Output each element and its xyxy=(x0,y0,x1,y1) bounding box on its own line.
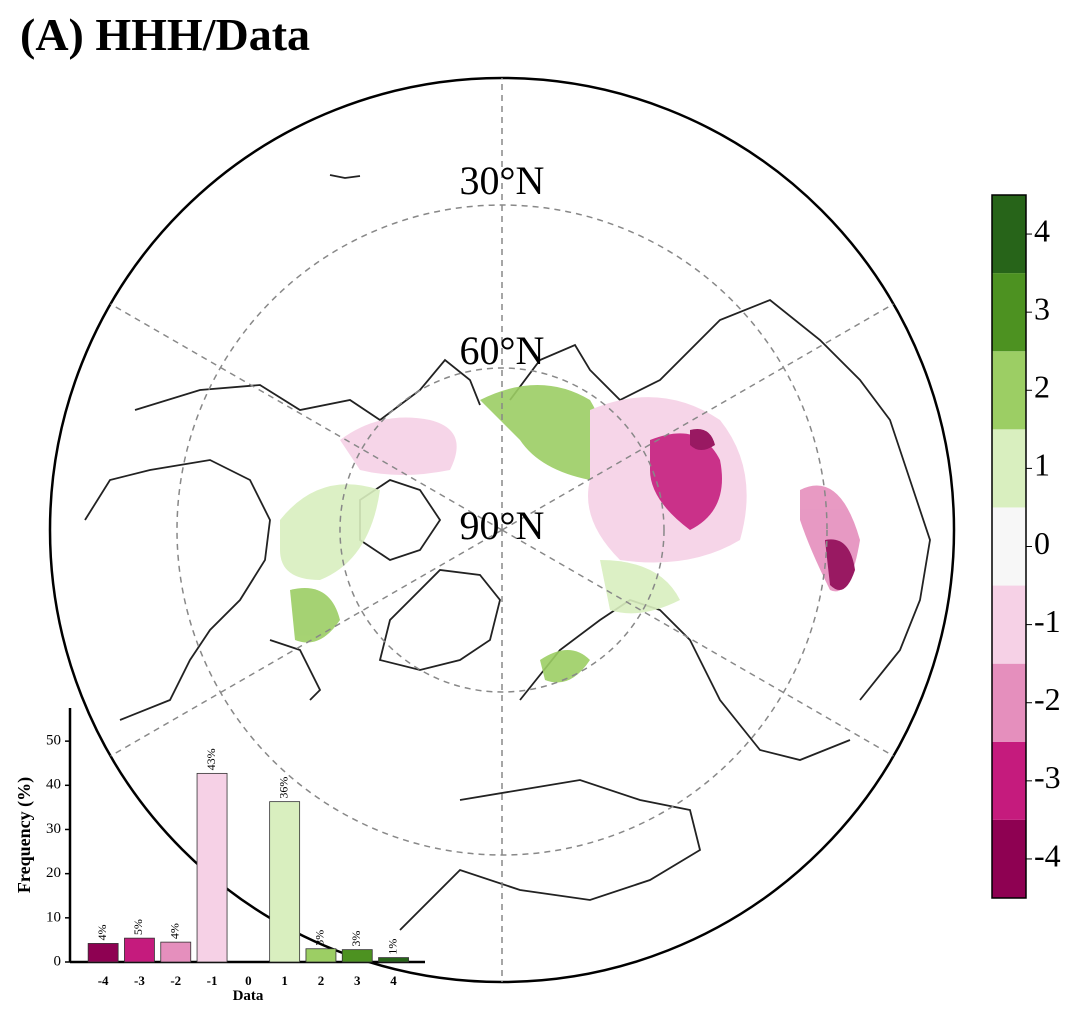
field-patch xyxy=(290,588,340,643)
colorbar-swatch xyxy=(992,195,1026,274)
field-patch xyxy=(825,539,855,590)
x-tick-label: 4 xyxy=(390,973,397,988)
value-label: 36% xyxy=(276,777,290,799)
y-tick-label: 50 xyxy=(46,733,61,749)
colorbar-tick-label: -3 xyxy=(1034,759,1061,795)
x-axis-label: Data xyxy=(233,988,264,1004)
meridian xyxy=(110,303,503,531)
lat-label: 30°N xyxy=(460,158,545,203)
colorbar-swatch xyxy=(992,663,1026,742)
meridian xyxy=(501,529,894,757)
value-label: 3% xyxy=(349,931,363,947)
value-label: 43% xyxy=(204,748,218,770)
colorbar-tick-label: 1 xyxy=(1034,447,1050,483)
colorbar-tick-label: -2 xyxy=(1034,681,1061,717)
lat-label: 90°N xyxy=(460,503,545,548)
bar xyxy=(378,957,409,963)
bar xyxy=(87,943,119,963)
field-patch xyxy=(540,650,590,683)
y-tick-label: 20 xyxy=(46,865,61,881)
colorbar-swatch xyxy=(992,351,1026,430)
coastline xyxy=(84,459,271,721)
colorbar: -4 -3 -2 -1 0 1 2 3 4 xyxy=(991,194,1061,899)
colorbar-tick-label: 2 xyxy=(1034,369,1050,405)
graticule xyxy=(110,78,894,982)
x-tick-label: 1 xyxy=(281,973,288,988)
bar xyxy=(269,801,301,963)
coastline xyxy=(134,358,481,422)
coastline xyxy=(519,599,851,761)
value-label: 4% xyxy=(168,923,182,939)
x-tick-label: 0 xyxy=(245,973,252,988)
colorbar-swatch xyxy=(992,273,1026,352)
colorbar-tick-label: 0 xyxy=(1034,525,1050,561)
lat-label: 60°N xyxy=(460,328,545,373)
islands xyxy=(329,174,361,179)
y-axis-label: Frequency (%) xyxy=(14,777,35,893)
colorbar-swatch xyxy=(992,741,1026,820)
coastline xyxy=(509,298,931,701)
x-tick-label: -2 xyxy=(170,973,181,988)
x-tick-label: -3 xyxy=(134,973,145,988)
field-patch xyxy=(480,385,605,480)
meridian xyxy=(501,303,894,531)
bar xyxy=(160,941,192,963)
bar xyxy=(124,937,155,963)
coastline xyxy=(399,779,702,931)
data-field xyxy=(280,385,860,683)
y-tick-label: 10 xyxy=(46,909,61,925)
x-tick-label: 3 xyxy=(354,973,361,988)
colorbar-swatch xyxy=(992,819,1026,898)
coastlines xyxy=(84,174,931,931)
x-tick-label: -4 xyxy=(98,973,109,988)
value-label: 1% xyxy=(385,939,399,955)
colorbar-tick-label: 4 xyxy=(1034,212,1050,248)
colorbar-swatch xyxy=(992,585,1026,664)
colorbar-tick-label: -4 xyxy=(1034,837,1061,873)
bar xyxy=(341,949,373,963)
field-patch xyxy=(690,429,715,450)
polar-map: 30°N 60°N 90°N xyxy=(48,76,956,984)
title: (A) HHH/Data xyxy=(20,9,310,60)
bar-chart: Data Frequency (%) 01020304050-44%-35%-2… xyxy=(14,708,425,1004)
lat-circle xyxy=(339,367,665,693)
value-label: 5% xyxy=(131,919,145,935)
meridian xyxy=(110,529,503,757)
greenland xyxy=(378,569,501,671)
bar xyxy=(196,772,228,963)
y-tick-label: 0 xyxy=(54,953,62,969)
field-patch xyxy=(340,417,457,475)
value-label: 3% xyxy=(313,930,327,946)
colorbar-tick-label: -1 xyxy=(1034,603,1061,639)
value-label: 4% xyxy=(95,924,109,940)
coastline xyxy=(269,639,322,701)
y-tick-label: 40 xyxy=(46,777,61,793)
bar xyxy=(305,948,337,963)
colorbar-tick-label: 3 xyxy=(1034,291,1050,327)
field-patch xyxy=(600,560,680,614)
colorbar-swatch xyxy=(992,507,1026,586)
x-tick-label: -1 xyxy=(207,973,218,988)
colorbar-swatch xyxy=(992,429,1026,508)
field-patch xyxy=(280,484,380,580)
x-tick-label: 2 xyxy=(318,973,325,988)
islands xyxy=(359,479,442,561)
y-tick-label: 30 xyxy=(46,821,61,837)
field-patch xyxy=(650,433,722,530)
